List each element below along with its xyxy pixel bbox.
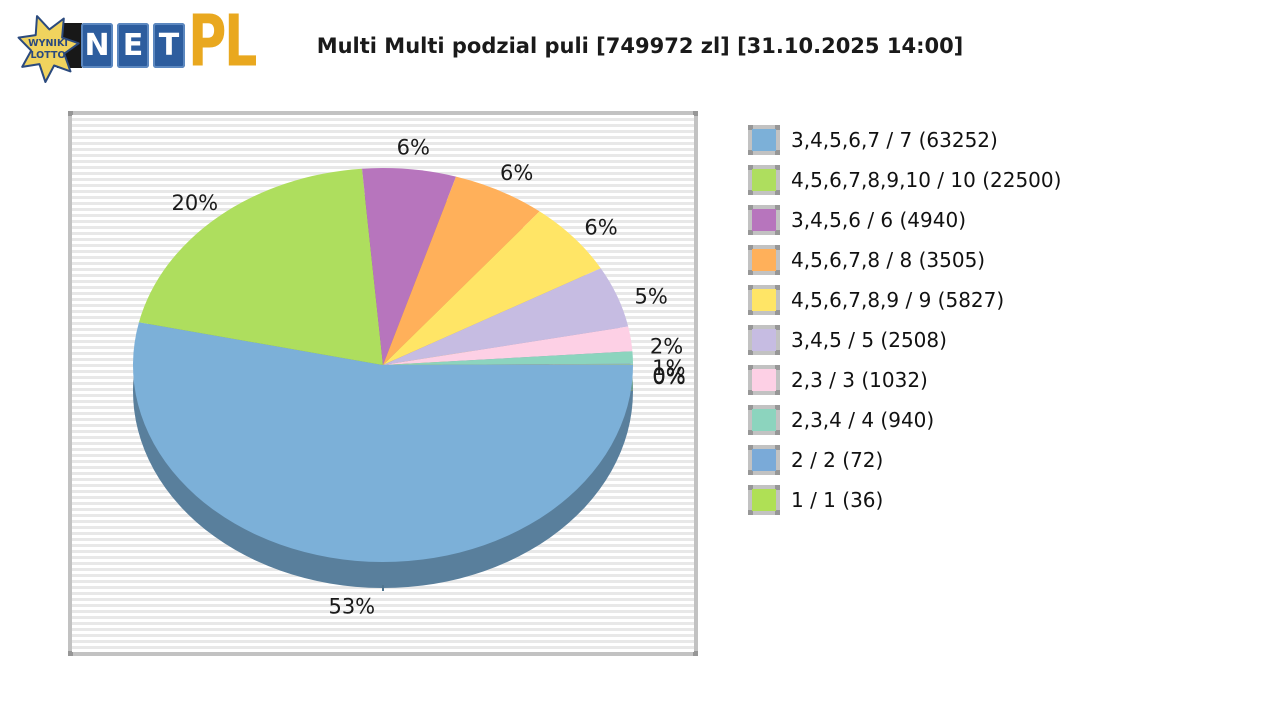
legend-item-4: 4,5,6,7,8,9 / 9 (5827) [748,280,1061,320]
legend-swatch-1 [748,165,780,195]
pie-chart: 53%20%6%6%6%5%2%1%0%0% [133,135,686,619]
pie-chart-background: 53% 20% 6% 6% 6% 5% 2% 1% 0% 0% [72,115,694,652]
legend-swatch-color [752,409,776,431]
legend-label-5: 3,4,5 / 5 (2508) [791,328,947,352]
legend-item-6: 2,3 / 3 (1032) [748,360,1061,400]
logo-letter-e: E [122,28,144,63]
legend-item-2: 3,4,5,6 / 6 (4940) [748,200,1061,240]
legend-label-7: 2,3,4 / 4 (940) [791,408,935,432]
pie-percent-label-3: 6% [500,161,533,185]
legend-swatch-color [752,129,776,151]
legend-item-0: 3,4,5,6,7 / 7 (63252) [748,120,1061,160]
pie-percent-label-6: 2% [650,334,683,358]
star-shape [17,15,80,83]
pie-slice-8 [383,363,633,365]
legend-swatch-color [752,449,776,471]
pie-slice-6 [383,326,633,365]
legend-label-4: 4,5,6,7,8,9 / 9 (5827) [791,288,1005,312]
pie-slice-4 [383,211,601,365]
legend-swatch-color [752,329,776,351]
pie-percent-label-4: 6% [584,216,617,240]
legend-swatch-3 [748,245,780,275]
logo-tile-t: T [153,23,185,68]
legend-label-1: 4,5,6,7,8,9,10 / 10 (22500) [791,168,1062,192]
legend-swatch-color [752,289,776,311]
legend-item-3: 4,5,6,7,8 / 8 (3505) [748,240,1061,280]
pie-chart-plot-area: 53% 20% 6% 6% 6% 5% 2% 1% 0% 0% [68,111,698,656]
legend-item-1: 4,5,6,7,8,9,10 / 10 (22500) [748,160,1061,200]
pie-slice-2 [362,167,457,365]
legend-swatch-color [752,489,776,511]
legend-label-3: 4,5,6,7,8 / 8 (3505) [791,248,986,272]
legend-swatch-color [752,169,776,191]
legend-label-2: 3,4,5,6 / 6 (4940) [791,208,967,232]
pie-slice-1 [138,168,383,365]
legend-swatch-6 [748,365,780,395]
legend-swatch-color [752,249,776,271]
pie-percent-label-8: 0% [652,364,685,388]
legend-swatch-8 [748,445,780,475]
pie-percent-label-5: 5% [635,285,668,309]
legend-label-0: 3,4,5,6,7 / 7 (63252) [791,128,998,152]
pie-slice-0 [133,322,634,563]
pie-slice-3 [383,176,540,365]
legend-swatch-color [752,369,776,391]
pie-percent-label-1: 20% [171,191,218,215]
legend-item-8: 2 / 2 (72) [748,440,1061,480]
legend-swatch-7 [748,405,780,435]
page-title: Multi Multi podzial puli [749972 zl] [31… [316,34,964,58]
legend-label-8: 2 / 2 (72) [791,448,884,472]
legend-swatch-color [752,209,776,231]
logo-letter-n: N [84,28,110,63]
pie-percent-label-9: 0% [652,365,685,389]
chart-legend: 3,4,5,6,7 / 7 (63252) 4,5,6,7,8,9,10 / 10… [748,120,1061,520]
star-text-lotto: LOTTO [30,50,65,61]
wynikilotto-net-pl-logo[interactable]: N E T PL WYNIKI LOTTO [14,6,274,92]
pie-slice-5 [383,268,629,365]
logo-tile-n: N [81,23,113,68]
legend-swatch-9 [748,485,780,515]
pie-slice-7 [383,351,633,365]
logo-letter-t: T [158,28,180,63]
legend-swatch-2 [748,205,780,235]
legend-item-7: 2,3,4 / 4 (940) [748,400,1061,440]
legend-item-5: 3,4,5 / 5 (2508) [748,320,1061,360]
legend-swatch-4 [748,285,780,315]
legend-label-9: 1 / 1 (36) [791,488,884,512]
pie-bottom-tick [382,585,384,591]
star-text-wyniki: WYNIKI [28,38,68,49]
legend-swatch-0 [748,125,780,155]
legend-swatch-5 [748,325,780,355]
legend-label-6: 2,3 / 3 (1032) [791,368,928,392]
logo-tile-e: E [117,23,149,68]
legend-item-9: 1 / 1 (36) [748,480,1061,520]
pie-percent-label-7: 1% [652,356,685,380]
pie-percent-label-2: 6% [397,135,430,159]
logo-suffix-pl: PL [188,0,257,84]
pie-percent-label-0: 53% [328,595,375,619]
